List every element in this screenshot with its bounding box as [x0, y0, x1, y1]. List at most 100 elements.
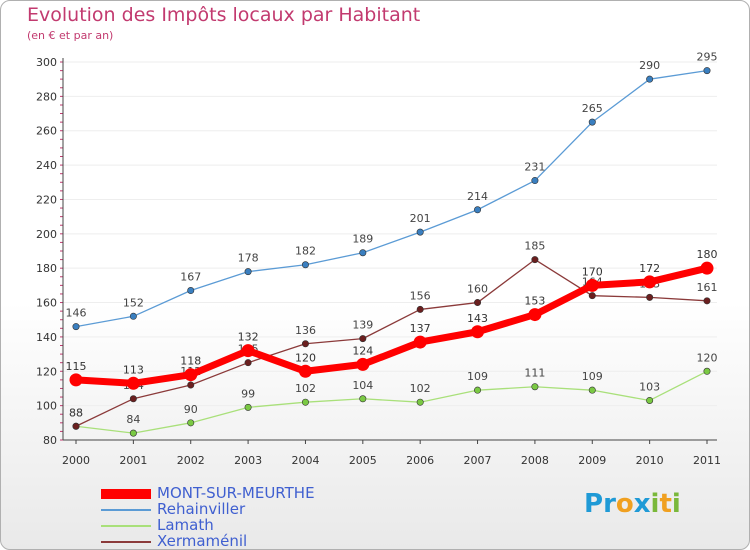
data-label: 84	[126, 413, 140, 426]
data-label: 109	[582, 370, 603, 383]
data-point	[646, 293, 654, 301]
data-point	[359, 249, 367, 257]
y-tick-label: 100	[36, 400, 57, 413]
data-point	[356, 357, 370, 371]
data-point	[129, 312, 137, 320]
logo-letter: i	[671, 489, 681, 519]
data-label: 185	[524, 240, 545, 253]
data-point	[646, 75, 654, 83]
data-point	[244, 359, 252, 367]
logo-letter: o	[615, 489, 634, 519]
data-point	[416, 305, 424, 313]
data-point	[359, 395, 367, 403]
data-label: 113	[123, 363, 144, 376]
x-tick-label: 2002	[177, 454, 205, 467]
y-tick-label: 220	[36, 193, 57, 206]
x-tick-label: 2000	[62, 454, 90, 467]
data-point	[531, 177, 539, 185]
data-point	[301, 398, 309, 406]
data-point	[703, 67, 711, 75]
data-label: 88	[69, 406, 83, 419]
data-point	[531, 256, 539, 264]
data-label: 214	[467, 190, 488, 203]
chart-title: Evolution des Impôts locaux par Habitant	[27, 4, 421, 26]
data-label: 88	[69, 406, 83, 419]
x-tick-label: 2008	[521, 454, 549, 467]
chart-subtitle: (en € et par an)	[27, 29, 114, 42]
data-point	[474, 206, 482, 214]
logo-letter: i	[650, 489, 660, 519]
x-tick-label: 2011	[693, 454, 721, 467]
y-tick-label: 80	[43, 434, 57, 447]
series-line	[72, 264, 711, 387]
legend-label: MONT-SUR-MEURTHE	[157, 484, 315, 502]
data-point	[471, 325, 485, 339]
y-tick-label: 240	[36, 159, 57, 172]
data-point	[72, 323, 80, 331]
data-point	[184, 368, 198, 382]
legend-label: Lamath	[157, 516, 214, 534]
data-label: 152	[123, 296, 144, 309]
x-tick-label: 2003	[234, 454, 262, 467]
data-label: 290	[639, 59, 660, 72]
y-tick-label: 160	[36, 297, 57, 310]
legend-label: Rehainviller	[157, 500, 246, 518]
data-point	[703, 297, 711, 305]
data-point	[474, 386, 482, 394]
data-label: 132	[238, 331, 259, 344]
data-point	[244, 403, 252, 411]
data-label: 104	[352, 379, 373, 392]
data-label: 137	[410, 322, 431, 335]
series-line	[75, 258, 708, 427]
data-point	[585, 278, 599, 292]
data-label: 111	[524, 367, 545, 380]
data-label: 170	[582, 265, 603, 278]
data-label: 99	[241, 387, 255, 400]
data-label: 136	[295, 324, 316, 337]
data-point	[588, 118, 596, 126]
data-label: 124	[352, 344, 373, 357]
data-point	[72, 422, 80, 430]
data-label: 120	[697, 351, 718, 364]
x-tick-label: 2009	[578, 454, 606, 467]
x-tick-label: 2007	[464, 454, 492, 467]
x-tick-label: 2010	[636, 454, 664, 467]
legend-swatch	[101, 541, 151, 543]
data-label: 153	[524, 295, 545, 308]
data-point	[301, 261, 309, 269]
data-point	[241, 344, 255, 358]
x-tick-label: 2004	[291, 454, 319, 467]
data-point	[703, 367, 711, 375]
data-point	[531, 383, 539, 391]
data-label: 103	[639, 380, 660, 393]
data-point	[416, 398, 424, 406]
data-label: 118	[180, 355, 201, 368]
data-point	[129, 395, 137, 403]
data-label: 265	[582, 102, 603, 115]
data-point	[588, 386, 596, 394]
y-tick-label: 200	[36, 228, 57, 241]
data-point	[301, 340, 309, 348]
logo-letter: P	[584, 489, 604, 519]
data-point	[69, 373, 83, 387]
data-point	[528, 308, 542, 322]
y-tick-label: 140	[36, 331, 57, 344]
data-label: 178	[238, 252, 259, 265]
data-label: 189	[352, 233, 373, 246]
data-label: 180	[697, 248, 718, 261]
y-tick-label: 180	[36, 262, 57, 275]
legend-swatch	[101, 525, 151, 527]
y-tick-label: 300	[36, 56, 57, 69]
data-label: 143	[467, 312, 488, 325]
data-point	[244, 268, 252, 276]
data-point	[643, 275, 657, 289]
x-tick-label: 2006	[406, 454, 434, 467]
data-label: 201	[410, 212, 431, 225]
data-point	[129, 429, 137, 437]
y-tick-label: 280	[36, 90, 57, 103]
data-label: 167	[180, 271, 201, 284]
data-label: 295	[697, 51, 718, 64]
legend-label: Xermaménil	[157, 532, 248, 550]
series-line	[75, 69, 708, 328]
